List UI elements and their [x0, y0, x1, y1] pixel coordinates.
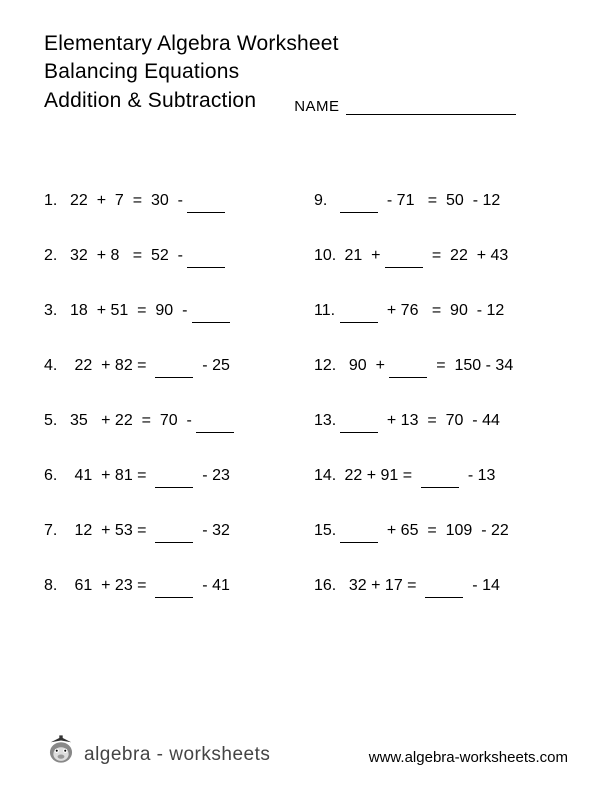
- equation-text: - 13: [459, 467, 495, 485]
- answer-blank[interactable]: [196, 417, 234, 433]
- answer-blank[interactable]: [187, 252, 225, 268]
- logo-text: algebra - worksheets: [84, 744, 270, 766]
- problem-row: 8. 61 + 23 = - 41: [44, 540, 298, 595]
- equation-text: - 23: [193, 467, 229, 485]
- answer-blank[interactable]: [389, 362, 427, 378]
- equation-text: + 76 = 90 - 12: [378, 302, 504, 320]
- problem-row: 10. 21 + = 22 + 43: [314, 210, 568, 265]
- problem-number: 12.: [314, 357, 340, 375]
- problem-number: 10.: [314, 247, 340, 265]
- answer-blank[interactable]: [340, 197, 378, 213]
- logo: algebra - worksheets: [44, 732, 270, 766]
- equation-text: - 41: [193, 577, 229, 595]
- problem-row: 7. 12 + 53 = - 32: [44, 485, 298, 540]
- equation-text: + 13 = 70 - 44: [378, 412, 500, 430]
- problem-number: 13.: [314, 412, 340, 430]
- problem-row: 9. - 71 = 50 - 12: [314, 155, 568, 210]
- equation-text: - 32: [193, 522, 229, 540]
- problem-row: 12. 90 + = 150 - 34: [314, 320, 568, 375]
- equation-text: 32 + 8 = 52 -: [70, 247, 187, 265]
- problem-number: 1.: [44, 192, 70, 210]
- name-label: NAME: [294, 98, 339, 115]
- answer-blank[interactable]: [340, 527, 378, 543]
- problem-number: 5.: [44, 412, 70, 430]
- equation-text: 32 + 17 =: [340, 577, 425, 595]
- answer-blank[interactable]: [340, 307, 378, 323]
- problem-row: 2.32 + 8 = 52 -: [44, 210, 298, 265]
- equation-text: 22 + 82 =: [70, 357, 155, 375]
- equation-text: + 65 = 109 - 22: [378, 522, 509, 540]
- problems-grid: 1.22 + 7 = 30 - 2.32 + 8 = 52 - 3.18 + 5…: [44, 155, 568, 595]
- answer-blank[interactable]: [340, 417, 378, 433]
- problem-number: 8.: [44, 577, 70, 595]
- answer-blank[interactable]: [187, 197, 225, 213]
- problem-number: 16.: [314, 577, 340, 595]
- problem-row: 3.18 + 51 = 90 -: [44, 265, 298, 320]
- problem-number: 14.: [314, 467, 340, 485]
- problem-number: 2.: [44, 247, 70, 265]
- title-line-3: Addition & Subtraction: [44, 87, 256, 115]
- footer-url: www.algebra-worksheets.com: [369, 749, 568, 766]
- equation-text: = 150 - 34: [427, 357, 513, 375]
- title-line-1: Elementary Algebra Worksheet: [44, 30, 568, 58]
- problem-number: 15.: [314, 522, 340, 540]
- equation-text: 22 + 91 =: [340, 467, 421, 485]
- gorilla-icon: [44, 732, 78, 766]
- problem-row: 11. + 76 = 90 - 12: [314, 265, 568, 320]
- answer-blank[interactable]: [421, 472, 459, 488]
- problem-row: 6. 41 + 81 = - 23: [44, 430, 298, 485]
- problem-row: 14. 22 + 91 = - 13: [314, 430, 568, 485]
- problem-number: 6.: [44, 467, 70, 485]
- problem-number: 9.: [314, 192, 340, 210]
- equation-text: = 22 + 43: [423, 247, 508, 265]
- answer-blank[interactable]: [155, 582, 193, 598]
- equation-text: 61 + 23 =: [70, 577, 155, 595]
- problem-row: 15. + 65 = 109 - 22: [314, 485, 568, 540]
- problem-row: 16. 32 + 17 = - 14: [314, 540, 568, 595]
- answer-blank[interactable]: [155, 472, 193, 488]
- answer-blank[interactable]: [155, 527, 193, 543]
- equation-text: 41 + 81 =: [70, 467, 155, 485]
- equation-text: 35 + 22 = 70 -: [70, 412, 196, 430]
- answer-blank[interactable]: [385, 252, 423, 268]
- equation-text: 22 + 7 = 30 -: [70, 192, 187, 210]
- problem-row: 5.35 + 22 = 70 -: [44, 375, 298, 430]
- equation-text: - 71 = 50 - 12: [378, 192, 500, 210]
- problem-number: 4.: [44, 357, 70, 375]
- equation-text: - 25: [193, 357, 229, 375]
- answer-blank[interactable]: [192, 307, 230, 323]
- name-input-line[interactable]: [346, 99, 516, 115]
- equation-text: 12 + 53 =: [70, 522, 155, 540]
- problem-row: 4. 22 + 82 = - 25: [44, 320, 298, 375]
- title-name-row: Addition & Subtraction NAME: [44, 87, 568, 115]
- problem-row: 1.22 + 7 = 30 -: [44, 155, 298, 210]
- problems-column-left: 1.22 + 7 = 30 - 2.32 + 8 = 52 - 3.18 + 5…: [44, 155, 298, 595]
- title-line-2: Balancing Equations: [44, 58, 568, 86]
- answer-blank[interactable]: [425, 582, 463, 598]
- problem-row: 13. + 13 = 70 - 44: [314, 375, 568, 430]
- problem-number: 11.: [314, 302, 340, 320]
- problem-number: 7.: [44, 522, 70, 540]
- equation-text: - 14: [463, 577, 499, 595]
- problem-number: 3.: [44, 302, 70, 320]
- equation-text: 90 +: [340, 357, 389, 375]
- answer-blank[interactable]: [155, 362, 193, 378]
- equation-text: 21 +: [340, 247, 385, 265]
- equation-text: 18 + 51 = 90 -: [70, 302, 192, 320]
- worksheet-footer: algebra - worksheets www.algebra-workshe…: [44, 732, 568, 766]
- worksheet-header: Elementary Algebra Worksheet Balancing E…: [44, 30, 568, 115]
- problems-column-right: 9. - 71 = 50 - 1210. 21 + = 22 + 4311. +…: [314, 155, 568, 595]
